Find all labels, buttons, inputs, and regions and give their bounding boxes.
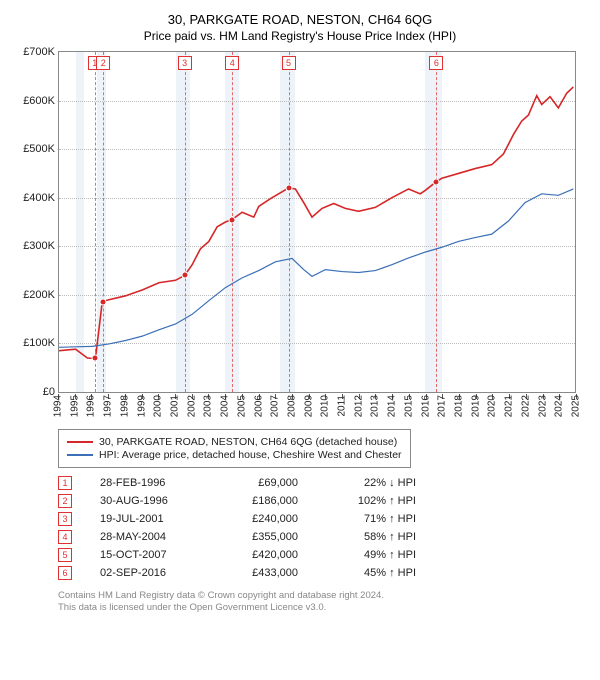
x-tick-label: 2013 bbox=[370, 395, 381, 417]
x-tick-label: 1998 bbox=[119, 395, 130, 417]
sale-marker-dot bbox=[181, 272, 188, 279]
legend-item: HPI: Average price, detached house, Ches… bbox=[67, 449, 402, 461]
x-tick-label: 2000 bbox=[153, 395, 164, 417]
x-tick-label: 2001 bbox=[169, 395, 180, 417]
sales-date: 02-SEP-2016 bbox=[100, 567, 200, 579]
x-tick-label: 2016 bbox=[420, 395, 431, 417]
sale-marker-dot bbox=[285, 185, 292, 192]
sales-row: 1 28-FEB-1996 £69,000 22% ↓ HPI bbox=[58, 476, 584, 490]
footer: Contains HM Land Registry data © Crown c… bbox=[58, 590, 584, 615]
sales-badge: 3 bbox=[58, 512, 72, 526]
x-tick-label: 2009 bbox=[303, 395, 314, 417]
x-tick-label: 1999 bbox=[136, 395, 147, 417]
sales-table: 1 28-FEB-1996 £69,000 22% ↓ HPI 2 30-AUG-1996… bbox=[58, 476, 584, 580]
sales-date: 15-OCT-2007 bbox=[100, 549, 200, 561]
sales-price: £186,000 bbox=[228, 495, 298, 507]
y-tick-label: £100K bbox=[23, 337, 59, 349]
sales-row: 5 15-OCT-2007 £420,000 49% ↑ HPI bbox=[58, 548, 584, 562]
x-tick-label: 1994 bbox=[53, 395, 64, 417]
sales-row: 6 02-SEP-2016 £433,000 45% ↑ HPI bbox=[58, 566, 584, 580]
x-tick-label: 2004 bbox=[220, 395, 231, 417]
sales-price: £355,000 bbox=[228, 531, 298, 543]
sales-badge: 1 bbox=[58, 476, 72, 490]
footer-line: Contains HM Land Registry data © Crown c… bbox=[58, 590, 584, 602]
sale-marker-dot bbox=[91, 355, 98, 362]
sales-row: 3 19-JUL-2001 £240,000 71% ↑ HPI bbox=[58, 512, 584, 526]
sale-marker-dot bbox=[433, 178, 440, 185]
x-tick-label: 2002 bbox=[186, 395, 197, 417]
legend-label: HPI: Average price, detached house, Ches… bbox=[99, 449, 402, 461]
sales-badge: 5 bbox=[58, 548, 72, 562]
x-tick-label: 2010 bbox=[320, 395, 331, 417]
x-tick-label: 1996 bbox=[86, 395, 97, 417]
x-tick-label: 1995 bbox=[69, 395, 80, 417]
sales-delta: 58% ↑ HPI bbox=[326, 531, 416, 543]
sales-price: £433,000 bbox=[228, 567, 298, 579]
y-tick-label: £200K bbox=[23, 289, 59, 301]
x-tick-label: 2025 bbox=[571, 395, 582, 417]
x-tick-label: 2006 bbox=[253, 395, 264, 417]
sales-date: 30-AUG-1996 bbox=[100, 495, 200, 507]
x-tick-label: 2017 bbox=[437, 395, 448, 417]
series-property bbox=[59, 87, 573, 359]
x-tick-label: 2015 bbox=[403, 395, 414, 417]
y-tick-label: £400K bbox=[23, 192, 59, 204]
sale-marker-dot bbox=[229, 216, 236, 223]
legend-item: 30, PARKGATE ROAD, NESTON, CH64 6QG (det… bbox=[67, 436, 402, 448]
sales-badge: 4 bbox=[58, 530, 72, 544]
legend: 30, PARKGATE ROAD, NESTON, CH64 6QG (det… bbox=[58, 429, 411, 468]
x-tick-label: 2008 bbox=[286, 395, 297, 417]
x-tick-label: 2024 bbox=[554, 395, 565, 417]
y-tick-label: £600K bbox=[23, 95, 59, 107]
sales-date: 28-MAY-2004 bbox=[100, 531, 200, 543]
x-tick-label: 2012 bbox=[353, 395, 364, 417]
legend-label: 30, PARKGATE ROAD, NESTON, CH64 6QG (det… bbox=[99, 436, 397, 448]
sales-badge: 6 bbox=[58, 566, 72, 580]
sales-date: 19-JUL-2001 bbox=[100, 513, 200, 525]
x-tick-label: 2019 bbox=[470, 395, 481, 417]
y-tick-label: £500K bbox=[23, 143, 59, 155]
y-tick-label: £300K bbox=[23, 240, 59, 252]
legend-swatch bbox=[67, 441, 93, 443]
sales-price: £240,000 bbox=[228, 513, 298, 525]
x-tick-label: 2022 bbox=[520, 395, 531, 417]
sales-delta: 102% ↑ HPI bbox=[326, 495, 416, 507]
sales-price: £69,000 bbox=[228, 477, 298, 489]
footer-line: This data is licensed under the Open Gov… bbox=[58, 602, 584, 614]
sales-row: 4 28-MAY-2004 £355,000 58% ↑ HPI bbox=[58, 530, 584, 544]
page-subtitle: Price paid vs. HM Land Registry's House … bbox=[16, 29, 584, 43]
sale-marker-dot bbox=[100, 298, 107, 305]
x-tick-label: 1997 bbox=[103, 395, 114, 417]
sales-delta: 45% ↑ HPI bbox=[326, 567, 416, 579]
legend-swatch bbox=[67, 454, 93, 456]
x-tick-label: 2021 bbox=[504, 395, 515, 417]
sales-price: £420,000 bbox=[228, 549, 298, 561]
sales-row: 2 30-AUG-1996 £186,000 102% ↑ HPI bbox=[58, 494, 584, 508]
sales-delta: 22% ↓ HPI bbox=[326, 477, 416, 489]
x-tick-label: 2007 bbox=[270, 395, 281, 417]
sales-delta: 71% ↑ HPI bbox=[326, 513, 416, 525]
chart: £0£100K£200K£300K£400K£500K£600K£700K123… bbox=[58, 51, 576, 421]
sales-badge: 2 bbox=[58, 494, 72, 508]
sales-date: 28-FEB-1996 bbox=[100, 477, 200, 489]
x-tick-label: 2023 bbox=[537, 395, 548, 417]
page-title: 30, PARKGATE ROAD, NESTON, CH64 6QG bbox=[16, 12, 584, 27]
sales-delta: 49% ↑ HPI bbox=[326, 549, 416, 561]
x-tick-label: 2020 bbox=[487, 395, 498, 417]
x-tick-label: 2005 bbox=[236, 395, 247, 417]
x-tick-label: 2011 bbox=[337, 395, 348, 417]
x-tick-label: 2018 bbox=[454, 395, 465, 417]
y-tick-label: £700K bbox=[23, 46, 59, 58]
x-tick-label: 2003 bbox=[203, 395, 214, 417]
x-tick-label: 2014 bbox=[387, 395, 398, 417]
